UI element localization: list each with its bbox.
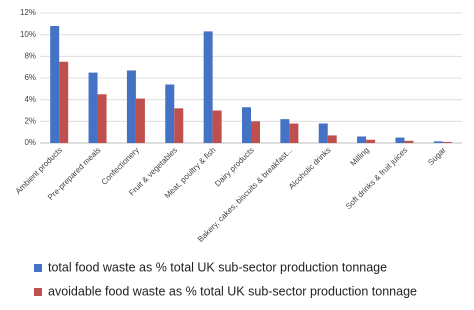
y-tick-label: 0% xyxy=(24,138,36,147)
bar xyxy=(59,61,69,143)
bar xyxy=(97,94,107,143)
legend-text: total food waste as % total UK sub-secto… xyxy=(48,260,387,274)
bar xyxy=(442,141,452,143)
x-tick-label: Sugar xyxy=(426,145,448,167)
bar xyxy=(280,119,290,143)
bar xyxy=(357,136,367,143)
bar xyxy=(242,107,251,143)
bar xyxy=(203,31,213,144)
bar xyxy=(404,140,414,143)
bar xyxy=(212,110,222,143)
legend-text: avoidable food waste as % total UK sub-s… xyxy=(48,284,417,298)
x-tick-label: Milling xyxy=(349,146,371,168)
bar xyxy=(251,121,260,143)
x-tick-label: Dairy products xyxy=(213,146,256,189)
bar xyxy=(318,123,328,143)
y-tick-label: 4% xyxy=(24,95,36,104)
bar xyxy=(289,123,299,143)
x-tick-label: Alcoholic drinks xyxy=(287,146,333,192)
bar xyxy=(135,98,145,143)
y-tick-label: 6% xyxy=(24,73,36,82)
x-tick-label: Confectionery xyxy=(100,146,141,187)
bar xyxy=(88,72,98,143)
bar xyxy=(395,137,405,143)
legend-marker xyxy=(34,288,42,296)
bar xyxy=(50,26,60,143)
y-tick-label: 8% xyxy=(24,51,36,60)
bar xyxy=(366,139,376,143)
y-tick-label: 10% xyxy=(20,30,36,39)
legend-marker xyxy=(34,264,42,272)
bar xyxy=(165,84,175,143)
y-tick-label: 2% xyxy=(24,116,36,125)
bar xyxy=(433,141,443,143)
y-tick-label: 12% xyxy=(20,8,36,17)
bar xyxy=(327,135,337,143)
bar xyxy=(174,108,184,143)
bar xyxy=(126,70,136,143)
